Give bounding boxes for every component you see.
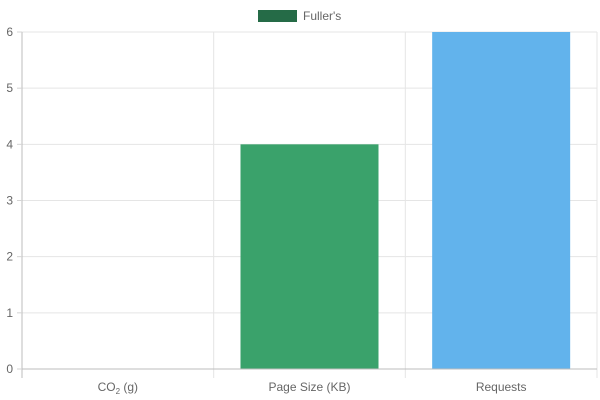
y-tick-label: 5 xyxy=(6,81,13,95)
y-tick-label: 0 xyxy=(6,362,13,376)
legend-swatch xyxy=(258,10,297,22)
x-tick-label: Page Size (KB) xyxy=(268,380,350,394)
legend-label: Fuller's xyxy=(303,9,341,23)
bar[interactable] xyxy=(240,144,379,369)
y-tick-label: 6 xyxy=(6,25,13,39)
x-tick-label: CO2 (g) xyxy=(98,380,138,396)
y-tick-label: 4 xyxy=(6,137,13,151)
y-tick-label: 1 xyxy=(6,306,13,320)
legend[interactable]: Fuller's xyxy=(258,9,341,23)
y-axis-ticks: 0 1 2 3 4 5 6 xyxy=(6,25,22,376)
bar[interactable] xyxy=(432,32,571,369)
x-tick-label: Requests xyxy=(476,380,527,394)
bars xyxy=(240,32,571,369)
grid xyxy=(21,31,598,378)
y-tick-label: 2 xyxy=(6,250,13,264)
y-tick-label: 3 xyxy=(6,194,13,208)
x-axis-labels: CO2 (g) Page Size (KB) Requests xyxy=(98,380,527,396)
